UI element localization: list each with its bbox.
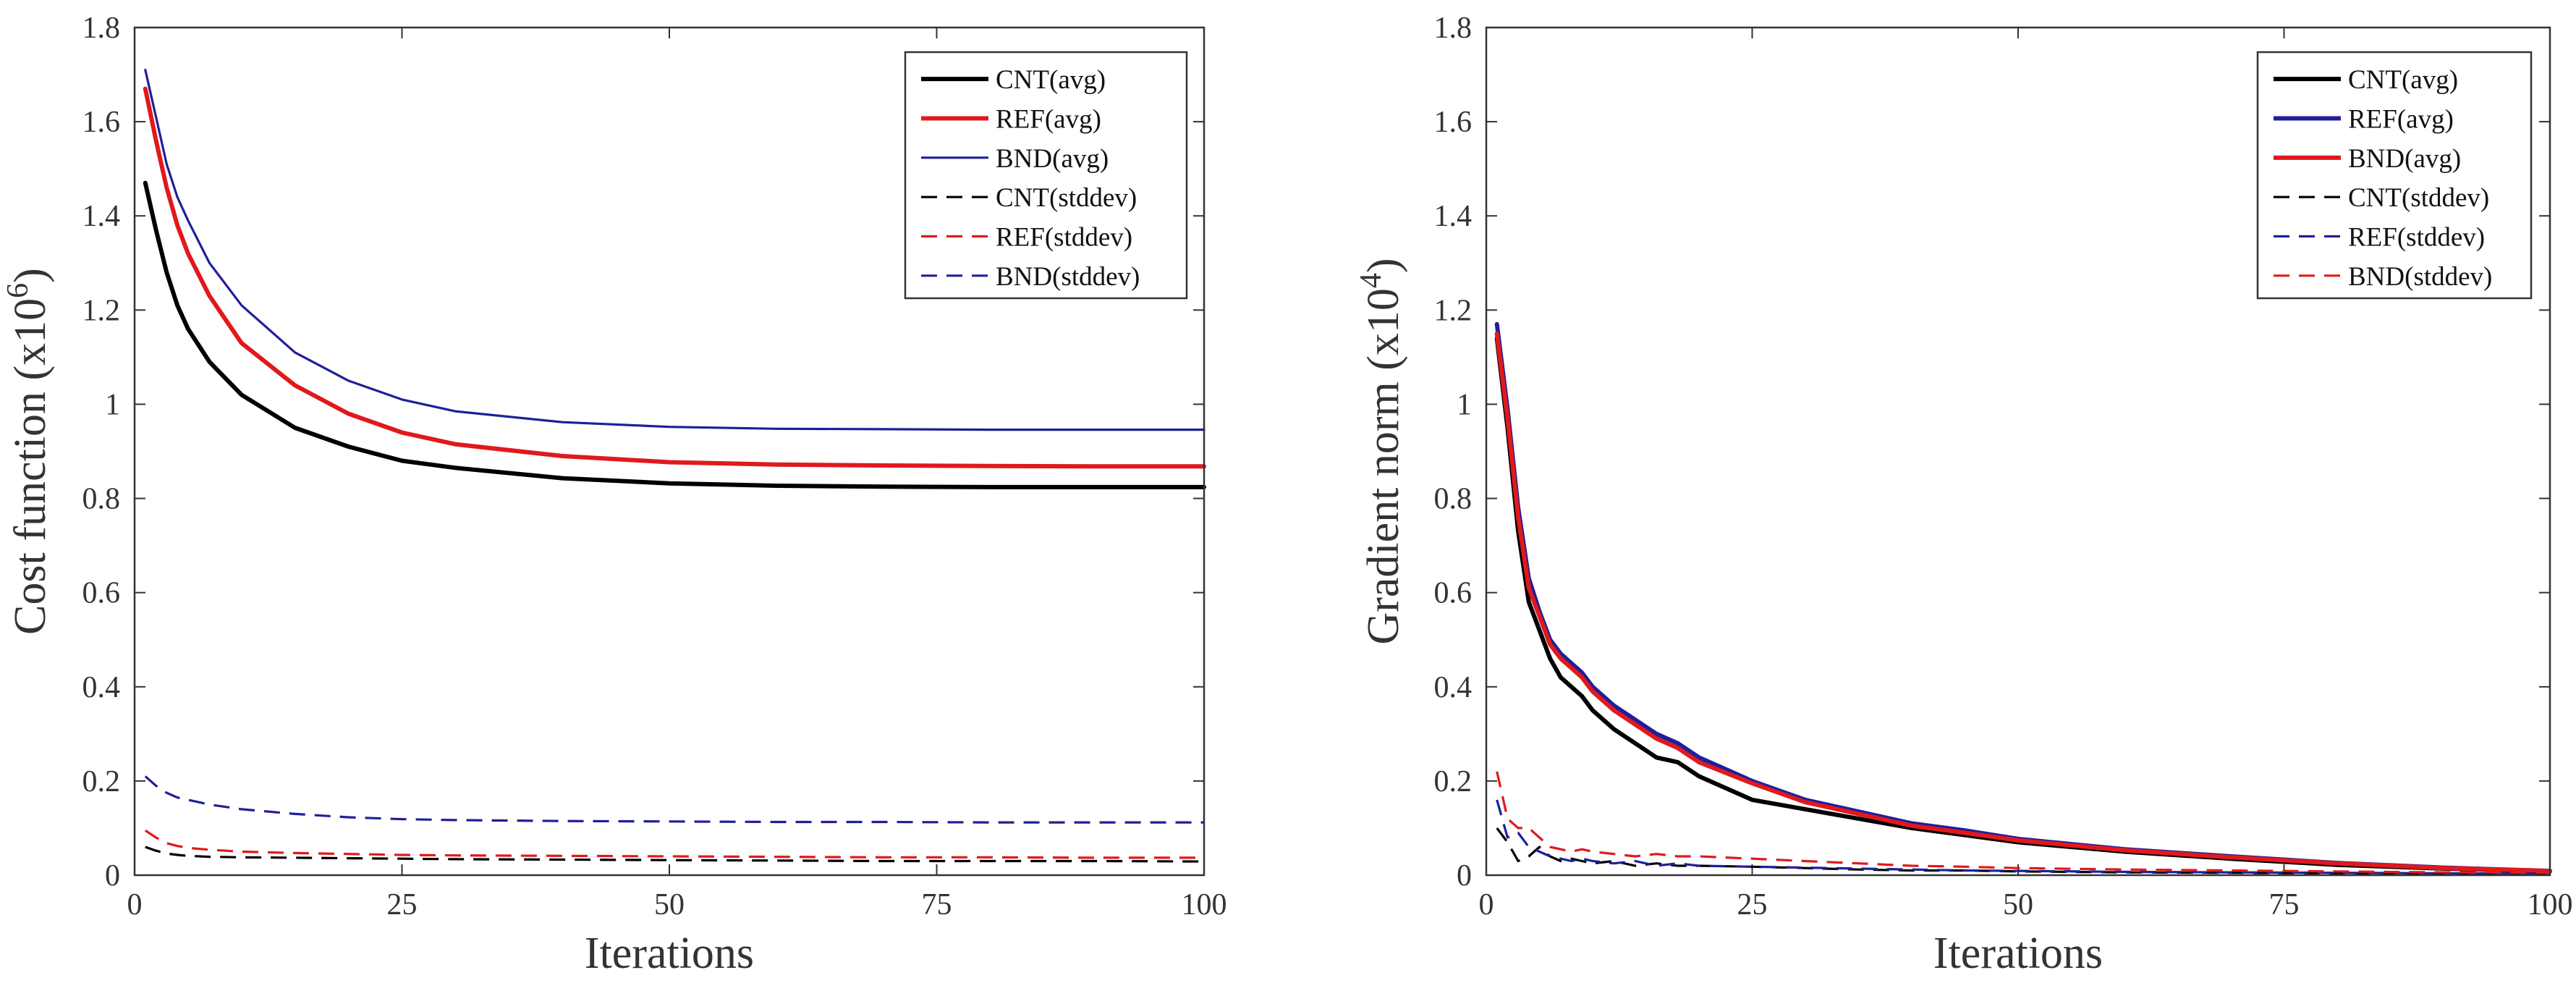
- x-tick-label: 100: [2528, 888, 2573, 922]
- y-tick-label: 1.6: [82, 106, 121, 139]
- legend-label: REF(avg): [2348, 105, 2454, 135]
- series-line-bnd-avg: [144, 68, 1206, 431]
- legend-label: CNT(stddev): [996, 183, 1137, 213]
- series-line-bnd-avg: [1494, 331, 2552, 874]
- y-tick-label: 0.6: [1434, 577, 1473, 610]
- y-tick-label: 0.2: [1434, 765, 1473, 798]
- legend-label: CNT(stddev): [2348, 183, 2489, 213]
- legend-label: REF(stddev): [2348, 223, 2485, 253]
- y-tick-label: 0.4: [82, 671, 121, 704]
- y-tick-label: 1.2: [1434, 294, 1473, 327]
- y-tick-label: 1.4: [1434, 200, 1473, 233]
- series-line-ref-stddev: [144, 829, 1204, 859]
- axes-box: [133, 26, 1206, 877]
- legend-label: BND(stddev): [996, 262, 1140, 292]
- legend-label: CNT(avg): [996, 65, 1106, 95]
- x-tick-label: 25: [1737, 888, 1768, 922]
- series-line-bnd-stddev: [144, 775, 1204, 824]
- legend-label: BND(avg): [2348, 144, 2461, 174]
- y-tick-label: 0: [105, 859, 120, 893]
- chart-1: 0 25 50 75 100 0 0.2 0.4 0.6 0.8 1 1.2 1.4 1.6 1.8 Iter…: [1, 12, 1227, 978]
- axes-box: [1485, 26, 2551, 877]
- legend-box: [904, 51, 1188, 300]
- legend-label: REF(avg): [996, 105, 1101, 135]
- y-tick-label: 1: [105, 388, 120, 421]
- x-tick-label: 100: [1182, 888, 1227, 922]
- y-axis-label: Gradient norm (x104): [1355, 258, 1408, 644]
- series-line-cnt-stddev: [145, 845, 1205, 863]
- x-tick-label: 0: [1479, 888, 1494, 922]
- y-tick-label: 1.4: [82, 200, 121, 233]
- x-tick-label: 50: [2003, 888, 2033, 922]
- x-tick-label: 0: [127, 888, 143, 922]
- x-axis-label: Iterations: [1933, 929, 2103, 978]
- y-tick-label: 0: [1457, 859, 1472, 893]
- y-tick-label: 0.2: [82, 765, 121, 798]
- legend-label: BND(avg): [996, 144, 1109, 174]
- x-tick-label: 75: [2269, 888, 2300, 922]
- y-tick-label: 1.2: [82, 294, 121, 327]
- y-tick-label: 1: [1457, 388, 1472, 421]
- x-axis-label: Iterations: [585, 929, 754, 978]
- chart-2: 0 25 50 75 100 0 0.2 0.4 0.6 0.8 1 1.2 1.4 1.6 1.8 Iter…: [1355, 12, 2573, 978]
- y-tick-label: 0.8: [82, 483, 121, 516]
- y-tick-label: 1.6: [1434, 106, 1473, 139]
- x-tick-label: 25: [387, 888, 418, 922]
- x-tick-label: 50: [654, 888, 685, 922]
- series-line-bnd-stddev: [1496, 771, 2551, 874]
- legend-label: CNT(avg): [2348, 65, 2458, 95]
- legend: CNT(avg) REF(avg) BND(avg) CNT(stddev) REF(s…: [2256, 51, 2533, 300]
- y-axis-label: Cost function (x106): [1, 268, 55, 635]
- series-line-cnt-avg: [143, 180, 1206, 489]
- legend-label: REF(stddev): [996, 223, 1132, 253]
- y-tick-label: 1.8: [82, 12, 121, 45]
- y-tick-label: 0.8: [1434, 483, 1473, 516]
- legend-label: BND(stddev): [2348, 262, 2492, 292]
- y-tick-label: 0.4: [1434, 671, 1473, 704]
- series-line-ref-avg: [143, 86, 1206, 469]
- x-tick-label: 75: [922, 888, 952, 922]
- legend-box: [2256, 51, 2533, 300]
- y-tick-label: 1.8: [1434, 12, 1473, 45]
- series-line-cnt-stddev: [1496, 827, 2550, 875]
- y-tick-label: 0.6: [82, 577, 121, 610]
- legend: CNT(avg) REF(avg) BND(avg) CNT(stddev) REF(s…: [904, 51, 1188, 300]
- series-line-ref-stddev: [1496, 799, 2551, 875]
